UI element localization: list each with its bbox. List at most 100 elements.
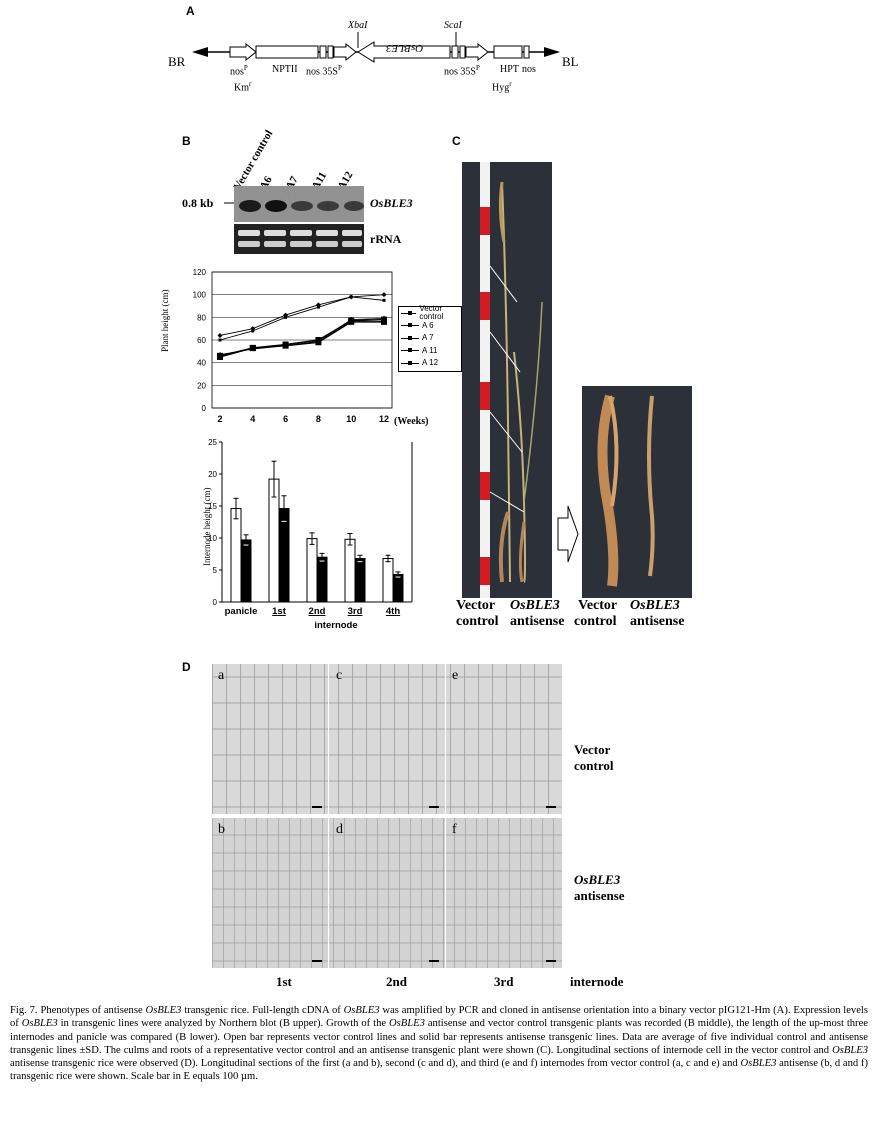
panel-c-label: C	[452, 134, 461, 148]
legend-marker	[408, 323, 412, 328]
data-point	[381, 316, 387, 323]
nos-terminator-right	[523, 45, 530, 59]
column-label-3rd: 3rd	[494, 974, 514, 989]
y-tick-label: 20	[208, 470, 217, 479]
data-point	[315, 302, 321, 308]
hpt-label: HPT	[500, 64, 519, 75]
y-tick-label: 15	[208, 502, 217, 511]
panel-c-antisense2-line2: antisense	[630, 614, 685, 629]
series-line-0	[219, 294, 385, 336]
nos-promoter-arrow	[229, 42, 257, 62]
hyg-label: Hygr	[492, 80, 512, 94]
column-label-1st: 1st	[276, 974, 292, 989]
legend-label: A 6	[422, 320, 434, 330]
bar-antisense	[316, 556, 328, 603]
figure-caption: Fig. 7. Phenotypes of antisense OsBLE3 t…	[10, 1005, 868, 1083]
y-tick-label: 10	[208, 534, 217, 543]
legend-swatch	[401, 348, 419, 353]
legend-swatch	[401, 360, 419, 365]
legend-marker	[408, 360, 412, 365]
data-point	[217, 332, 223, 338]
line-chart-legend: Vector control A 6 A 7 A 11 A 12	[398, 304, 462, 372]
figure-number: Fig. 7.	[10, 1005, 38, 1016]
bar-vector-control	[306, 538, 318, 603]
data-point	[282, 341, 289, 348]
br-arrowhead	[192, 47, 208, 57]
data-point	[251, 329, 255, 333]
legend-label: A 11	[422, 345, 438, 355]
xbai-label: XbaI	[348, 20, 368, 31]
vector-map-diagram	[192, 32, 560, 63]
osble3-antisense-arrow	[357, 41, 451, 63]
bar-vector-control	[382, 557, 394, 603]
35s-promoter-right	[465, 42, 489, 62]
legend-item: A 6	[399, 320, 461, 333]
bar-chart-ylabel: Internode height (cm)	[202, 487, 212, 566]
bar-antisense	[354, 557, 366, 603]
y-tick-label: 40	[197, 359, 206, 368]
data-point	[348, 317, 355, 324]
row-label-anti-1: OsBLE3	[574, 872, 621, 887]
legend-marker	[408, 335, 412, 340]
tile-label-c: c	[336, 668, 343, 683]
size-marker: 0.8 kb	[182, 196, 214, 210]
br-label: BR	[168, 54, 186, 69]
y-tick-label: 20	[197, 381, 206, 390]
plant-culm-photo	[462, 162, 552, 598]
panel-d-label: D	[182, 660, 191, 674]
nos-35s-left-label: nos 35SP	[306, 64, 342, 78]
y-tick-label: 60	[197, 336, 206, 345]
micrograph-grid	[212, 664, 562, 968]
y-tick-label: 120	[193, 268, 207, 277]
legend-swatch	[401, 335, 419, 340]
category-label: 1st	[272, 606, 287, 617]
series-line-4	[219, 318, 385, 357]
root-closeup-photo	[582, 386, 692, 598]
northern-blot-image	[234, 186, 364, 222]
group-label-internode: internode	[314, 620, 357, 631]
size-marker-tick	[224, 202, 234, 204]
category-label: panicle	[225, 606, 258, 617]
panel-c-vector2-line1: Vector	[578, 598, 618, 613]
panel-c-vector2-line2: control	[574, 614, 617, 629]
tile-label-a: a	[218, 668, 225, 683]
bar-vector-control	[268, 478, 280, 603]
series-line-1	[219, 296, 385, 341]
data-point	[316, 305, 320, 309]
legend-marker	[408, 348, 412, 353]
nos-promoter-label: nosP	[230, 64, 248, 78]
legend-swatch	[401, 310, 417, 315]
category-label: 3rd	[348, 606, 363, 617]
panel-c-antisense-line2: antisense	[510, 614, 565, 629]
arrow-icon	[557, 505, 579, 563]
panel-b-label: B	[182, 134, 191, 148]
panel-c-antisense-line1: OsBLE3	[510, 598, 560, 613]
row-label-vector-2: control	[574, 758, 614, 773]
data-point	[284, 315, 288, 319]
bar-antisense	[392, 573, 404, 603]
bl-label: BL	[562, 54, 579, 69]
km-label: Kmr	[234, 80, 252, 94]
osble3-reversed-label: OsBLE3	[386, 42, 424, 54]
data-point	[218, 338, 222, 342]
panel-c-vector-line2: control	[456, 614, 499, 629]
legend-label: A 7	[422, 333, 434, 343]
bar-antisense	[240, 539, 252, 603]
bar-antisense	[278, 508, 290, 603]
legend-label: Vector control	[419, 304, 444, 322]
legend-swatch	[401, 323, 419, 328]
line-chart-xlabel: (Weeks)	[394, 416, 429, 427]
column-axis-label: internode	[570, 974, 624, 989]
y-tick-label: 0	[202, 404, 207, 413]
legend-item: Vector control	[399, 304, 461, 322]
bl-arrowhead	[544, 47, 560, 57]
row-label-anti-2: antisense	[574, 888, 625, 903]
panel-c-antisense2-line1: OsBLE3	[630, 598, 680, 613]
legend-label: A 12	[422, 358, 439, 368]
line-chart-ylabel: Plant height (cm)	[160, 289, 170, 353]
x-tick-label: 8	[316, 414, 321, 424]
data-point	[217, 352, 223, 359]
bar-vector-control	[344, 538, 356, 603]
35s-promoter-left	[333, 42, 357, 62]
rrna-gel-image	[234, 224, 364, 254]
